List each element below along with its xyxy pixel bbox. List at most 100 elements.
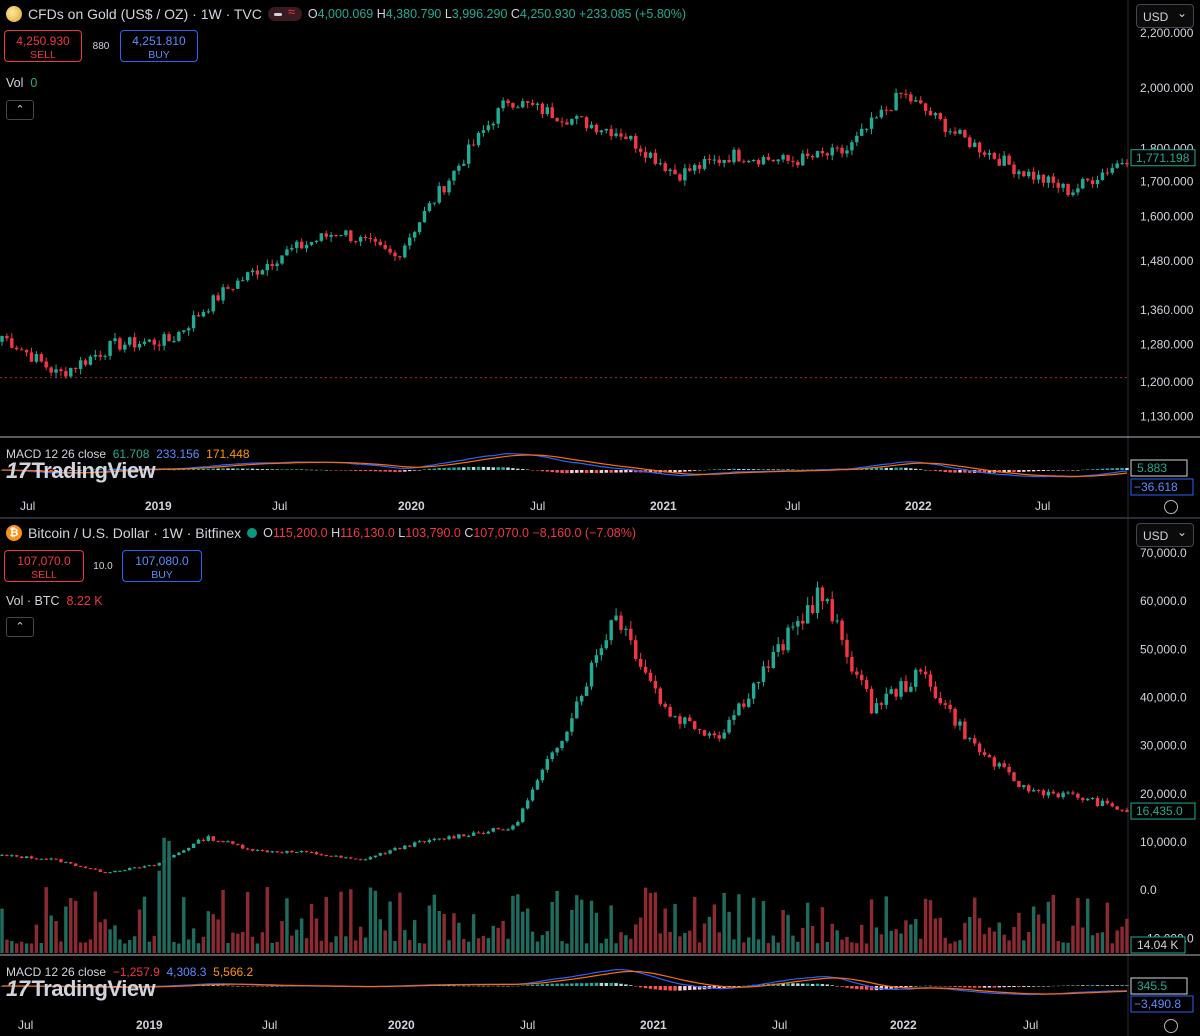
btc-candle-body (801, 620, 805, 624)
btc-macd-hist-bar (555, 983, 559, 986)
btc-macd-hist-bar (575, 983, 579, 986)
btc-candle-body (265, 850, 270, 853)
btc-volume-bar (349, 889, 353, 953)
gold-candle-body (692, 165, 697, 171)
btc-sell-button[interactable]: 107,070.0 SELL (4, 550, 84, 582)
btc-volume-bar (44, 887, 48, 953)
btc-candle-body (1056, 793, 1060, 798)
btc-candle-body (968, 738, 972, 740)
btc-volume-bar (1125, 918, 1129, 953)
btc-volume-bar (928, 900, 933, 953)
gold-macd-hist-bar (756, 469, 761, 470)
btc-candle-body (943, 703, 947, 705)
gold-candle-body (771, 159, 776, 162)
gold-candle-body (722, 159, 726, 163)
gold-macd-hist-bar (904, 467, 908, 470)
gold-settings-icon[interactable] (1164, 500, 1178, 514)
gold-macd-hist-bar (869, 468, 874, 470)
btc-macd-hist-bar (1041, 986, 1046, 987)
btc-volume-bar (904, 920, 908, 953)
gold-candle-body (707, 158, 712, 161)
btc-xtick-label: 2020 (388, 1018, 415, 1032)
gold-candle-body (683, 168, 687, 181)
btc-volume-bar (535, 941, 540, 953)
gold-chart-pane[interactable]: 2,200.000 2,000.000 1,800.000 1,700.000 1,60… (0, 0, 1200, 517)
gold-candle-body (948, 131, 952, 133)
btc-buy-button[interactable]: 107,080.0 BUY (122, 550, 202, 582)
gold-ytick-label: 1,130.000 (1140, 410, 1194, 424)
pane-divider[interactable] (0, 517, 1200, 519)
gold-macd-hist-bar (864, 468, 869, 470)
btc-candle-body (859, 674, 864, 681)
gold-candle-body (216, 295, 220, 301)
gold-candle-body (471, 144, 476, 146)
btc-currency-select[interactable]: USD (1136, 520, 1194, 547)
btc-macd-hist-bar (643, 986, 648, 989)
gold-market-status-icon[interactable] (267, 4, 302, 21)
gold-macd-line-tag-label: −36.618 (1134, 480, 1178, 494)
btc-candle-body (69, 862, 73, 864)
btc-candle-body (972, 738, 977, 744)
btc-macd-hist-bar (1081, 985, 1085, 986)
gold-candle-body (594, 124, 599, 133)
gold-macd-hist-bar (231, 468, 235, 470)
btc-macd-hist-bar (796, 983, 800, 986)
btc-macd-hist-bar (776, 983, 780, 986)
btc-macd-hist-bar (1046, 986, 1051, 987)
btc-macd-hist-bar (663, 986, 667, 991)
tradingview-logo-icon: 17 (6, 976, 30, 1001)
gold-macd-hist-bar (64, 470, 68, 471)
btc-title[interactable]: Bitcoin / U.S. Dollar · 1W · Bitfinex (28, 525, 242, 541)
gold-buy-button[interactable]: 4,251.810 BUY (120, 30, 198, 62)
gold-macd-hist-bar (275, 469, 279, 470)
btc-volume-bar (245, 891, 250, 953)
gold-candle-body (1046, 176, 1051, 183)
btc-volume-bar (19, 941, 24, 953)
gold-xtick-label: Jul (20, 499, 35, 513)
gold-chart-canvas[interactable]: 2,200.0002,000.0001,800.0001,700.0001,60… (0, 0, 1200, 517)
gold-macd-hist-bar (987, 470, 992, 473)
gold-currency-select[interactable]: USD (1136, 1, 1194, 28)
btc-volume-bar (643, 887, 648, 953)
gold-candle-body (894, 92, 898, 111)
btc-volume-bar (923, 898, 928, 953)
btc-candle-body (855, 671, 859, 675)
gold-macd-hist-bar (481, 466, 486, 470)
gold-candle-body (1031, 171, 1036, 180)
gold-candle-body (280, 255, 284, 264)
btc-macd-hist-bar (977, 986, 982, 988)
gold-collapse-legend-button[interactable]: ⌃ (6, 100, 34, 120)
btc-candle-body (186, 848, 191, 851)
gold-candle-body (815, 150, 820, 158)
btc-volume-bar (982, 934, 987, 953)
gold-macd-hist-bar (295, 469, 299, 470)
btc-candle-body (575, 701, 579, 719)
gold-candle-body (83, 360, 88, 365)
gold-macd-hist-bar (579, 470, 584, 473)
btc-candle-body (555, 748, 559, 753)
btc-macd-hist-bar (658, 986, 663, 990)
gold-macd-hist-bar (909, 468, 913, 470)
btc-collapse-legend-button[interactable]: ⌃ (6, 617, 34, 637)
btc-ytick-label: 60,000.0 (1140, 594, 1187, 608)
gold-volume-legend: Vol 0 (6, 76, 38, 90)
btc-volume-bar (943, 937, 947, 953)
gold-title[interactable]: CFDs on Gold (US$ / OZ) · 1W · TVC (28, 6, 262, 22)
btc-chart-pane[interactable]: 70,000.0 60,000.0 50,000.0 40,000.0 30,000.0… (0, 519, 1200, 1036)
btc-volume-bar (486, 938, 491, 953)
btc-candle-body (688, 717, 692, 722)
btc-candle-body (653, 680, 658, 689)
btc-market-status-icon[interactable] (247, 528, 258, 538)
btc-candle-body (914, 669, 918, 687)
gold-macd-hist-bar (511, 468, 515, 470)
gold-candle-body (49, 367, 53, 373)
btc-settings-icon[interactable] (1164, 1019, 1178, 1033)
btc-macd-hist-bar (629, 985, 633, 986)
btc-candle-body (54, 858, 58, 860)
gold-macd-hist-bar (358, 470, 363, 472)
btc-volume-bar (589, 900, 594, 953)
gold-sell-button[interactable]: 4,250.930 SELL (4, 30, 82, 62)
btc-chart-canvas[interactable]: 70,000.0 60,000.0 50,000.0 40,000.0 30,000.0… (0, 519, 1200, 1036)
gold-candle-body (1027, 171, 1031, 177)
gold-macd-hist-bar (1085, 469, 1090, 470)
